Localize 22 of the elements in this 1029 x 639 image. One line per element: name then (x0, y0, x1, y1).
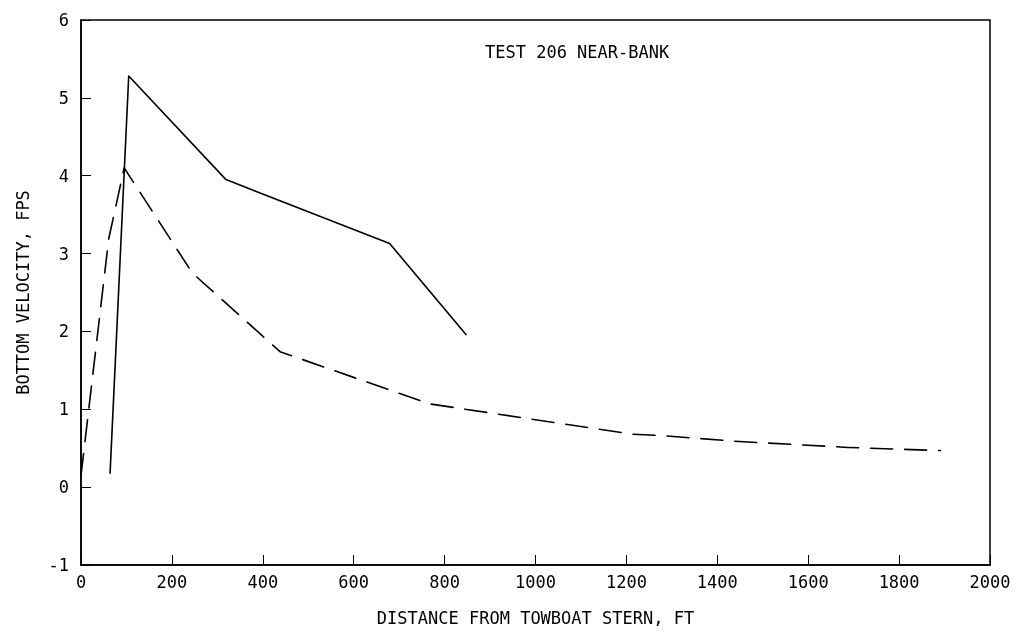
x-tick-label: 1400 (696, 571, 738, 592)
x-tick-label: 200 (156, 571, 188, 592)
x-tick-label: 800 (429, 571, 460, 592)
y-tick-label: 5 (58, 87, 69, 108)
y-tick-label: 3 (58, 243, 69, 264)
x-axis-title: DISTANCE FROM TOWBOAT STERN, FT (376, 607, 695, 628)
y-tick-label: -1 (48, 555, 69, 575)
x-tick-label: 2000 (969, 571, 1011, 592)
y-axis-title: BOTTOM VELOCITY, FPS (12, 190, 33, 395)
y-tick-label: 6 (58, 10, 69, 30)
y-tick-label: 2 (58, 321, 69, 342)
y-tick-label: 4 (58, 165, 69, 186)
text: TEST 206 NEAR-BANK (485, 41, 670, 62)
x-tick-label: 1800 (878, 571, 920, 592)
x-tick-label: 1000 (515, 571, 556, 592)
x-tick-label: 400 (247, 571, 279, 592)
x-tick-label: 1200 (605, 571, 647, 592)
x-tick-label: 600 (338, 571, 370, 592)
y-tick-label: 0 (58, 477, 69, 498)
x-tick-label: 1600 (787, 571, 829, 592)
x-tick-label: 0 (75, 571, 87, 592)
y-tick-label: 1 (58, 399, 69, 420)
